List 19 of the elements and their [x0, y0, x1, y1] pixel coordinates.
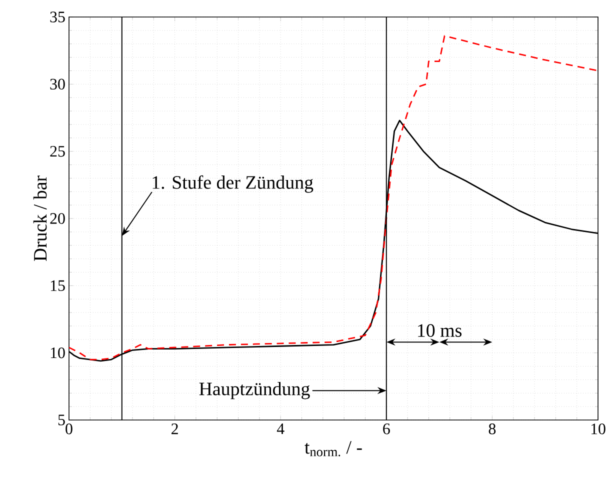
y-tick-label: 5 — [58, 414, 65, 426]
y-tick-label: 30 — [50, 78, 65, 90]
x-tick-label: 0 — [66, 424, 72, 434]
annotation: Hauptzündung — [199, 382, 310, 400]
annotation: 10 ms — [418, 324, 462, 337]
annotation: 1. Stufe der Zündung — [152, 175, 314, 193]
y-tick-label: 15 — [50, 280, 65, 292]
line-series — [69, 35, 598, 360]
x-tick-label: 6 — [383, 424, 390, 434]
x-tick-label: 2 — [172, 424, 178, 434]
y-tick-label: 10 — [50, 347, 65, 358]
x-tick-label: 10 — [591, 424, 606, 434]
y-tick-label: 20 — [50, 213, 65, 224]
y-axis-title: Druck / bar — [33, 176, 47, 262]
x-tick-label: 4 — [276, 424, 284, 434]
y-tick-label: 25 — [50, 146, 65, 157]
y-tick-label: 35 — [50, 12, 65, 22]
x-axis-title: t$_{norm.}$ / - — [304, 441, 362, 456]
x-tick-label: 8 — [488, 424, 496, 434]
